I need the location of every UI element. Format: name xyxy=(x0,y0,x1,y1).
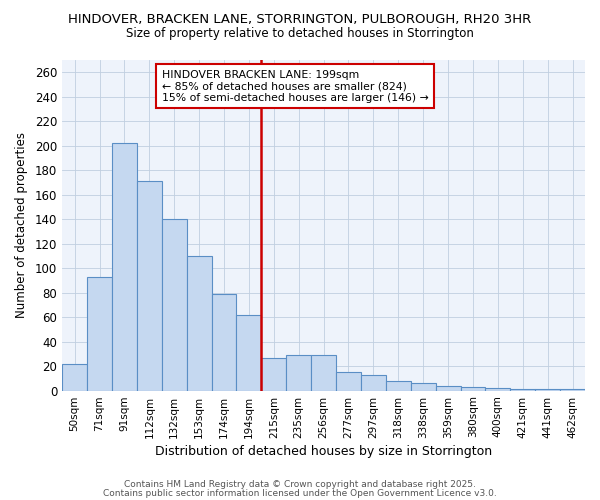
Bar xyxy=(436,386,461,390)
Bar xyxy=(311,355,336,390)
Bar xyxy=(162,219,187,390)
Text: Contains public sector information licensed under the Open Government Licence v3: Contains public sector information licen… xyxy=(103,488,497,498)
Text: Contains HM Land Registry data © Crown copyright and database right 2025.: Contains HM Land Registry data © Crown c… xyxy=(124,480,476,489)
Bar xyxy=(336,372,361,390)
Bar xyxy=(187,256,212,390)
Bar xyxy=(485,388,511,390)
Bar xyxy=(361,374,386,390)
Bar xyxy=(386,381,411,390)
Text: HINDOVER BRACKEN LANE: 199sqm
← 85% of detached houses are smaller (824)
15% of : HINDOVER BRACKEN LANE: 199sqm ← 85% of d… xyxy=(162,70,428,103)
Bar xyxy=(262,358,286,390)
Text: HINDOVER, BRACKEN LANE, STORRINGTON, PULBOROUGH, RH20 3HR: HINDOVER, BRACKEN LANE, STORRINGTON, PUL… xyxy=(68,12,532,26)
Y-axis label: Number of detached properties: Number of detached properties xyxy=(15,132,28,318)
Bar xyxy=(87,276,112,390)
Bar xyxy=(286,355,311,390)
Bar xyxy=(212,294,236,390)
Bar xyxy=(62,364,87,390)
Bar xyxy=(461,387,485,390)
Bar xyxy=(236,314,262,390)
Text: Size of property relative to detached houses in Storrington: Size of property relative to detached ho… xyxy=(126,28,474,40)
X-axis label: Distribution of detached houses by size in Storrington: Distribution of detached houses by size … xyxy=(155,444,492,458)
Bar xyxy=(137,181,162,390)
Bar xyxy=(112,144,137,390)
Bar xyxy=(411,383,436,390)
